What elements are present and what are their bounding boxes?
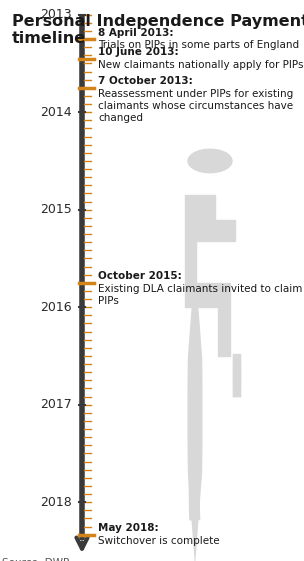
- Text: 2017: 2017: [40, 398, 72, 411]
- Text: 2015: 2015: [40, 203, 72, 216]
- Text: Switchover is complete: Switchover is complete: [98, 536, 219, 546]
- Polygon shape: [218, 307, 230, 356]
- Text: Personal Independence Payments
timeline: Personal Independence Payments timeline: [12, 14, 304, 46]
- Text: New claimants nationally apply for PIPs: New claimants nationally apply for PIPs: [98, 60, 303, 70]
- Polygon shape: [196, 219, 235, 241]
- Polygon shape: [185, 283, 230, 307]
- Text: 7 October 2013:: 7 October 2013:: [98, 76, 193, 86]
- Polygon shape: [185, 195, 215, 239]
- Text: 2014: 2014: [40, 105, 72, 119]
- Text: October 2015:: October 2015:: [98, 272, 182, 282]
- Text: Source: DWP: Source: DWP: [2, 558, 69, 561]
- Text: Trials on PIPs in some parts of England: Trials on PIPs in some parts of England: [98, 40, 299, 50]
- Text: 2013: 2013: [40, 8, 72, 21]
- Text: Reassessment under PIPs for existing
claimants whose circumstances have
changed: Reassessment under PIPs for existing cla…: [98, 89, 293, 123]
- Text: 2018: 2018: [40, 496, 72, 509]
- Text: Existing DLA claimants invited to claim
PIPs: Existing DLA claimants invited to claim …: [98, 284, 302, 306]
- Text: 2016: 2016: [40, 301, 72, 314]
- Text: 10 June 2013:: 10 June 2013:: [98, 47, 179, 57]
- Polygon shape: [185, 239, 196, 283]
- Text: 8 April 2013:: 8 April 2013:: [98, 27, 174, 38]
- Ellipse shape: [188, 149, 232, 173]
- Text: May 2018:: May 2018:: [98, 523, 159, 533]
